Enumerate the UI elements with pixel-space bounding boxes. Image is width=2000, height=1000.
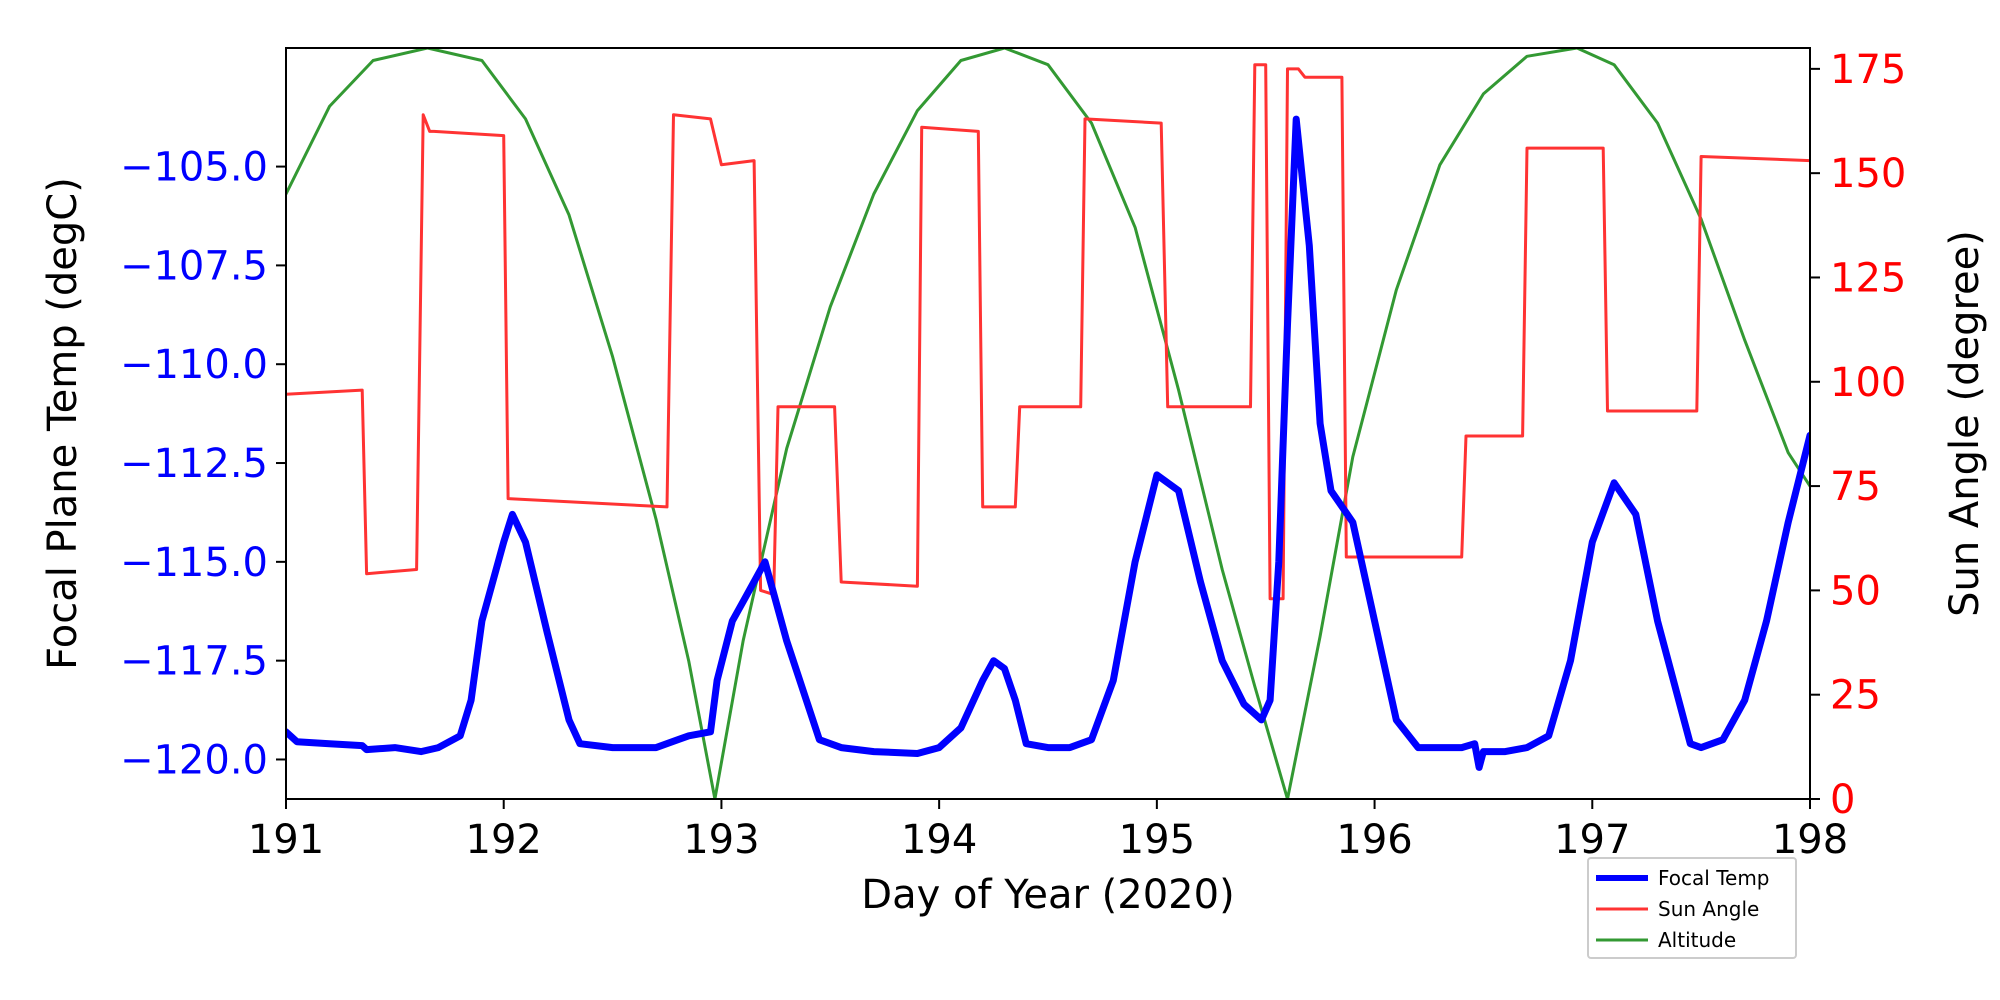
y-right-tick-label: 75 bbox=[1830, 464, 1881, 510]
plot-area bbox=[286, 48, 1810, 799]
y-axis-right-label: Sun Angle (degree) bbox=[1942, 230, 1988, 617]
x-tick-label: 194 bbox=[901, 817, 977, 863]
y-left-tick-label: −115.0 bbox=[120, 540, 268, 586]
y-right-tick-label: 0 bbox=[1830, 777, 1855, 823]
focal-temp-line bbox=[286, 115, 1810, 771]
legend-box bbox=[1587, 857, 1797, 959]
x-tick-label: 192 bbox=[466, 817, 542, 863]
x-tick-label: 191 bbox=[248, 817, 324, 863]
y-axis-left: −105.0 −107.5 −110.0 −112.5 −115.0 −117.5 −120… bbox=[120, 145, 286, 783]
x-axis-label: Day of Year (2020) bbox=[861, 872, 1234, 918]
legend-entry: Focal Temp bbox=[1658, 866, 1770, 890]
legend-entry: Altitude bbox=[1658, 928, 1736, 952]
y-left-tick-label: −107.5 bbox=[120, 243, 268, 289]
y-left-tick-label: −112.5 bbox=[120, 441, 268, 487]
y-left-tick-label: −105.0 bbox=[120, 145, 268, 191]
legend: Focal Temp Sun Angle Altitude bbox=[1587, 857, 1797, 959]
y-left-tick-label: −117.5 bbox=[120, 639, 268, 685]
legend-entry: Sun Angle bbox=[1658, 897, 1759, 921]
plot-frame bbox=[285, 47, 1811, 800]
sun-angle-line bbox=[286, 63, 1810, 601]
x-axis: 191 192 193 194 195 196 197 198 bbox=[248, 799, 1848, 863]
y-axis-left-label: Focal Plane Temp (degC) bbox=[40, 177, 86, 670]
y-left-tick-label: −110.0 bbox=[120, 342, 268, 388]
y-left-tick-label: −120.0 bbox=[120, 737, 268, 783]
x-tick-label: 195 bbox=[1119, 817, 1195, 863]
y-right-tick-label: 50 bbox=[1830, 568, 1881, 614]
y-right-tick-label: 150 bbox=[1830, 151, 1906, 197]
y-right-tick-label: 25 bbox=[1830, 673, 1881, 719]
x-tick-label: 196 bbox=[1336, 817, 1412, 863]
y-axis-right: 0 25 50 75 100 125 150 175 bbox=[1810, 47, 1906, 823]
altitude-line bbox=[286, 48, 1810, 799]
x-tick-label: 197 bbox=[1554, 817, 1630, 863]
y-right-tick-label: 100 bbox=[1830, 360, 1906, 406]
x-tick-label: 198 bbox=[1772, 817, 1848, 863]
y-right-tick-label: 125 bbox=[1830, 255, 1906, 301]
y-right-tick-label: 175 bbox=[1830, 47, 1906, 93]
x-tick-label: 193 bbox=[683, 817, 759, 863]
